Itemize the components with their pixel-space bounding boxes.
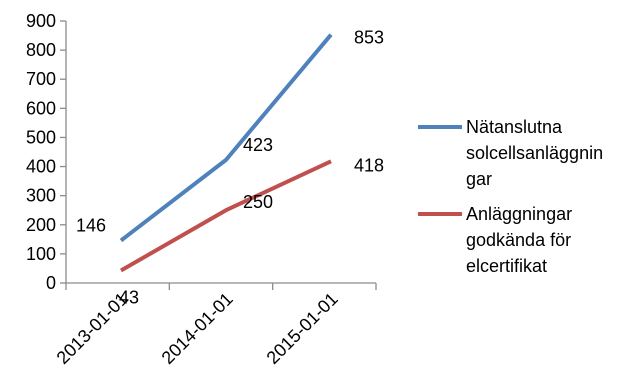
x-axis-ticks: 2013-01-01 2014-01-01 2015-01-01 [53, 283, 377, 368]
y-tick-label: 600 [26, 98, 56, 118]
legend: Nätanslutna solcellsanläggnin gar Anläggnin… [418, 117, 603, 276]
legend-label: godkända för [466, 230, 571, 250]
legend-label: elcertifikat [466, 256, 547, 276]
series-lines [119, 33, 333, 273]
y-tick-label: 400 [26, 157, 56, 177]
legend-label: Nätanslutna [466, 117, 563, 137]
series-line-2 [120, 159, 332, 273]
legend-label: Anläggningar [466, 204, 572, 224]
y-tick-label: 200 [26, 215, 56, 235]
y-tick-label: 500 [26, 127, 56, 147]
data-label: 146 [76, 215, 106, 235]
data-label: 250 [243, 192, 273, 212]
y-axis-ticks: 0 100 200 300 400 500 600 700 800 900 [26, 11, 66, 293]
y-tick-label: 100 [26, 244, 56, 264]
y-tick-label: 800 [26, 40, 56, 60]
legend-label: gar [466, 169, 492, 189]
y-tick-label: 900 [26, 11, 56, 31]
x-tick-label: 2014-01-01 [158, 289, 237, 368]
chart-axes [65, 21, 376, 284]
data-label: 423 [243, 135, 273, 155]
y-tick-label: 300 [26, 186, 56, 206]
legend-label: solcellsanläggnin [466, 143, 603, 163]
series-line-1 [119, 33, 333, 243]
data-label: 853 [354, 28, 384, 48]
data-labels: 146 423 853 43 250 418 [76, 28, 384, 308]
x-tick-label: 2015-01-01 [263, 289, 342, 368]
data-label: 43 [119, 287, 139, 307]
y-tick-label: 700 [26, 69, 56, 89]
y-tick-label: 0 [46, 273, 56, 293]
data-label: 418 [354, 155, 384, 175]
